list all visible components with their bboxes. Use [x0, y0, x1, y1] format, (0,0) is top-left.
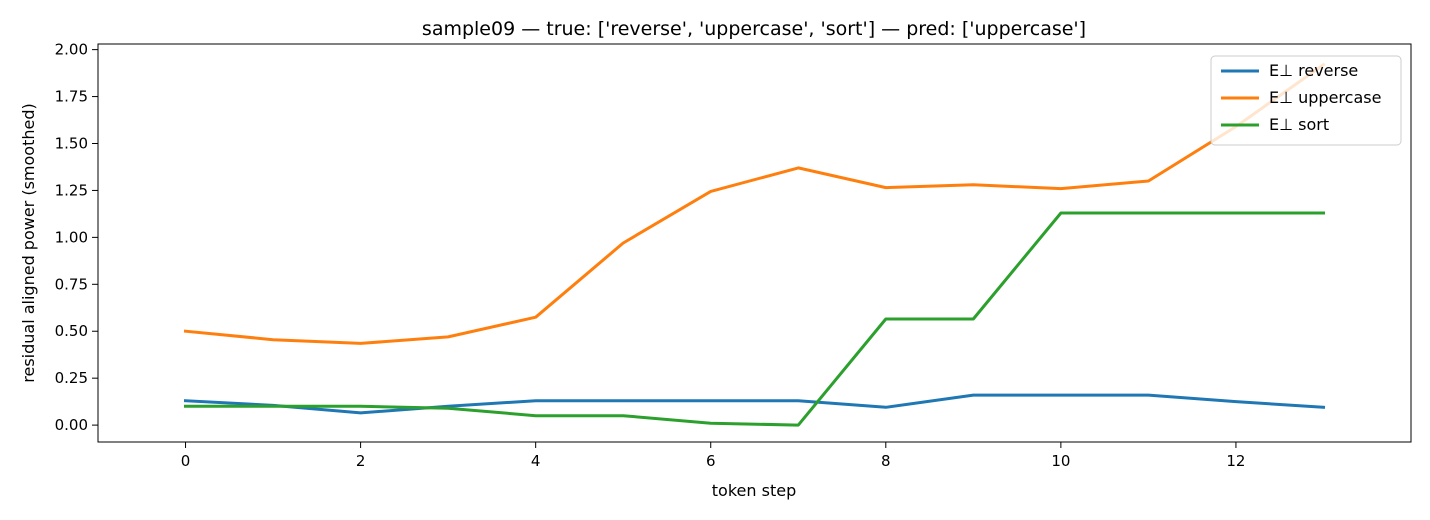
chart-title: sample09 — true: ['reverse', 'uppercase'…	[422, 18, 1086, 40]
legend-box	[1210, 55, 1402, 146]
series-line	[183, 393, 1326, 415]
x-axis: 0 2 4 6 8 10 12	[181, 442, 1245, 470]
legend: E⊥ reverse E⊥ uppercase E⊥ sort	[1210, 55, 1402, 146]
x-tick-label: 0	[181, 452, 191, 470]
series-line	[183, 62, 1326, 345]
y-tick-label: 0.50	[55, 322, 88, 340]
y-tick-label: 2.00	[55, 41, 88, 59]
x-tick-label: 6	[706, 452, 716, 470]
x-tick-label: 12	[1226, 452, 1245, 470]
x-tick-label: 10	[1051, 452, 1070, 470]
y-tick-label: 0.25	[55, 369, 88, 387]
y-tick-label: 1.00	[55, 228, 88, 246]
y-axis: 0.00 0.25 0.50 0.75 1.00 1.25 1.50 1.75 2.00	[55, 41, 98, 434]
y-tick-label: 0.00	[55, 416, 88, 434]
x-axis-label: token step	[712, 481, 796, 500]
x-tick-label: 4	[531, 452, 541, 470]
y-tick-label: 1.75	[55, 88, 88, 106]
legend-label: E⊥ sort	[1269, 115, 1329, 134]
y-tick-label: 1.25	[55, 181, 88, 199]
plot-frame	[97, 43, 1412, 443]
legend-label: E⊥ uppercase	[1269, 88, 1381, 107]
y-tick-label: 1.50	[55, 135, 88, 153]
series-line	[184, 211, 1325, 427]
x-tick-label: 8	[881, 452, 891, 470]
x-tick-label: 2	[356, 452, 366, 470]
series-layer	[183, 62, 1326, 427]
legend-label: E⊥ reverse	[1269, 61, 1358, 80]
y-axis-label: residual aligned power (smoothed)	[19, 103, 38, 383]
y-tick-label: 0.75	[55, 275, 88, 293]
